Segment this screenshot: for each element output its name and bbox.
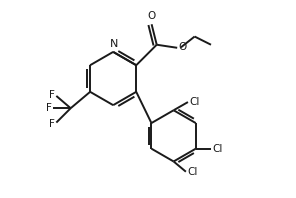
Text: F: F	[49, 119, 55, 129]
Text: Cl: Cl	[213, 144, 223, 154]
Text: Cl: Cl	[188, 167, 198, 177]
Text: F: F	[46, 103, 52, 113]
Text: Cl: Cl	[189, 97, 200, 107]
Text: N: N	[110, 39, 118, 49]
Text: O: O	[147, 10, 156, 21]
Text: F: F	[49, 90, 55, 100]
Text: O: O	[179, 42, 187, 52]
